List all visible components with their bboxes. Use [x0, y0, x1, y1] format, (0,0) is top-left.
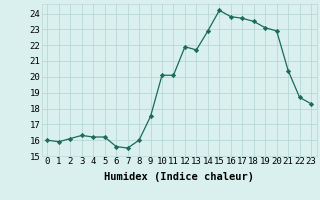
X-axis label: Humidex (Indice chaleur): Humidex (Indice chaleur): [104, 172, 254, 182]
